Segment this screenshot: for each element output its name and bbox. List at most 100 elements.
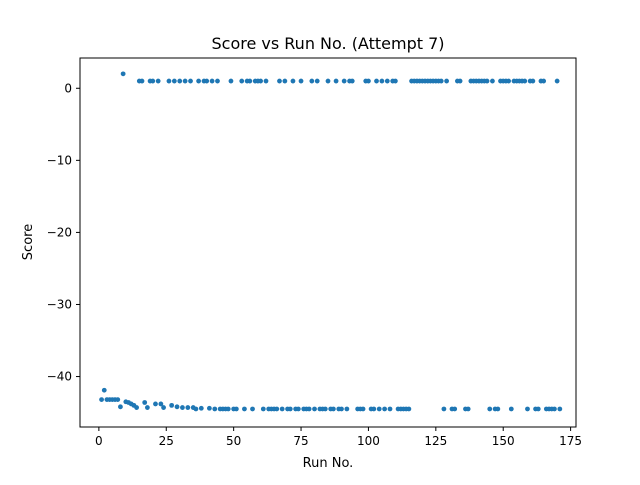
data-point	[206, 405, 212, 411]
data-point	[452, 406, 458, 412]
data-point	[322, 406, 328, 412]
data-point	[150, 78, 156, 84]
data-point	[198, 405, 204, 411]
data-point	[287, 406, 293, 412]
data-point	[118, 404, 123, 410]
y-tick-label: −10	[47, 153, 72, 167]
data-point	[142, 400, 148, 405]
data-point	[541, 78, 547, 84]
data-point	[371, 406, 377, 412]
chart-title: Score vs Run No. (Attempt 7)	[211, 34, 444, 53]
data-point	[182, 78, 188, 84]
data-point	[441, 406, 447, 412]
data-point	[196, 78, 202, 84]
data-point	[339, 406, 344, 412]
x-tick-label: 25	[159, 434, 174, 448]
data-point	[325, 78, 331, 84]
data-point	[99, 397, 104, 403]
data-point	[530, 78, 536, 84]
data-point	[552, 406, 557, 412]
x-tick-label: 50	[226, 434, 241, 448]
data-point	[484, 78, 490, 84]
data-point	[188, 78, 193, 84]
data-point	[554, 78, 560, 84]
data-point	[525, 406, 530, 412]
data-point	[384, 78, 390, 84]
data-point	[212, 406, 218, 412]
data-point	[341, 78, 347, 84]
data-point	[282, 78, 288, 84]
data-point	[349, 78, 355, 84]
data-point	[392, 78, 398, 84]
data-point	[177, 78, 183, 84]
data-point	[366, 78, 371, 84]
data-point	[180, 405, 185, 410]
data-point	[228, 78, 234, 84]
x-tick-label: 75	[293, 434, 308, 448]
data-point	[155, 78, 161, 84]
data-point	[134, 405, 140, 410]
data-point	[374, 78, 379, 84]
data-point	[115, 397, 121, 403]
x-axis-ticks: 0 25 50 75 100 125 150 175	[95, 427, 582, 448]
data-point	[171, 78, 177, 84]
data-point	[274, 406, 280, 412]
data-point	[193, 406, 199, 412]
data-point	[506, 78, 512, 84]
x-axis-label: Run No.	[303, 456, 354, 471]
data-point	[144, 405, 150, 410]
data-point	[495, 406, 501, 412]
plot-frame	[79, 57, 577, 428]
data-point	[522, 78, 528, 84]
x-tick-label: 125	[424, 434, 447, 448]
data-point	[360, 406, 366, 412]
y-tick-label: −40	[47, 370, 72, 384]
data-point	[444, 78, 450, 84]
data-point	[239, 78, 245, 84]
data-point	[258, 78, 264, 84]
data-point	[279, 406, 285, 412]
data-point	[314, 78, 320, 84]
data-point	[250, 406, 255, 412]
data-point	[330, 406, 336, 412]
y-tick-label: −30	[47, 297, 72, 311]
data-point	[120, 71, 126, 77]
data-point	[298, 78, 304, 84]
data-point	[161, 405, 166, 410]
data-point	[139, 78, 145, 84]
data-point	[535, 406, 541, 412]
data-point	[215, 78, 220, 84]
data-point	[406, 406, 412, 412]
data-point	[457, 78, 463, 84]
data-point	[247, 78, 253, 84]
data-point	[295, 406, 301, 412]
y-axis-label: Score	[21, 224, 36, 260]
data-point	[290, 78, 296, 84]
data-point	[306, 406, 312, 412]
data-point	[333, 78, 339, 84]
data-point	[557, 406, 563, 412]
data-points	[99, 71, 563, 412]
data-point	[382, 406, 388, 412]
data-point	[242, 406, 247, 412]
data-point	[169, 402, 175, 408]
data-point	[379, 78, 385, 84]
data-point	[387, 406, 393, 412]
data-point	[233, 406, 239, 412]
data-point	[309, 78, 315, 84]
data-point	[312, 406, 317, 412]
data-point	[166, 78, 172, 84]
data-point	[465, 406, 471, 412]
x-tick-label: 175	[559, 434, 582, 448]
y-tick-label: −20	[47, 225, 72, 239]
data-point	[225, 406, 231, 412]
data-point	[158, 401, 164, 407]
x-tick-label: 100	[357, 434, 380, 448]
x-tick-label: 0	[95, 434, 103, 448]
data-point	[376, 406, 382, 412]
data-point	[277, 78, 282, 84]
data-point	[204, 78, 210, 84]
data-point	[209, 78, 215, 84]
